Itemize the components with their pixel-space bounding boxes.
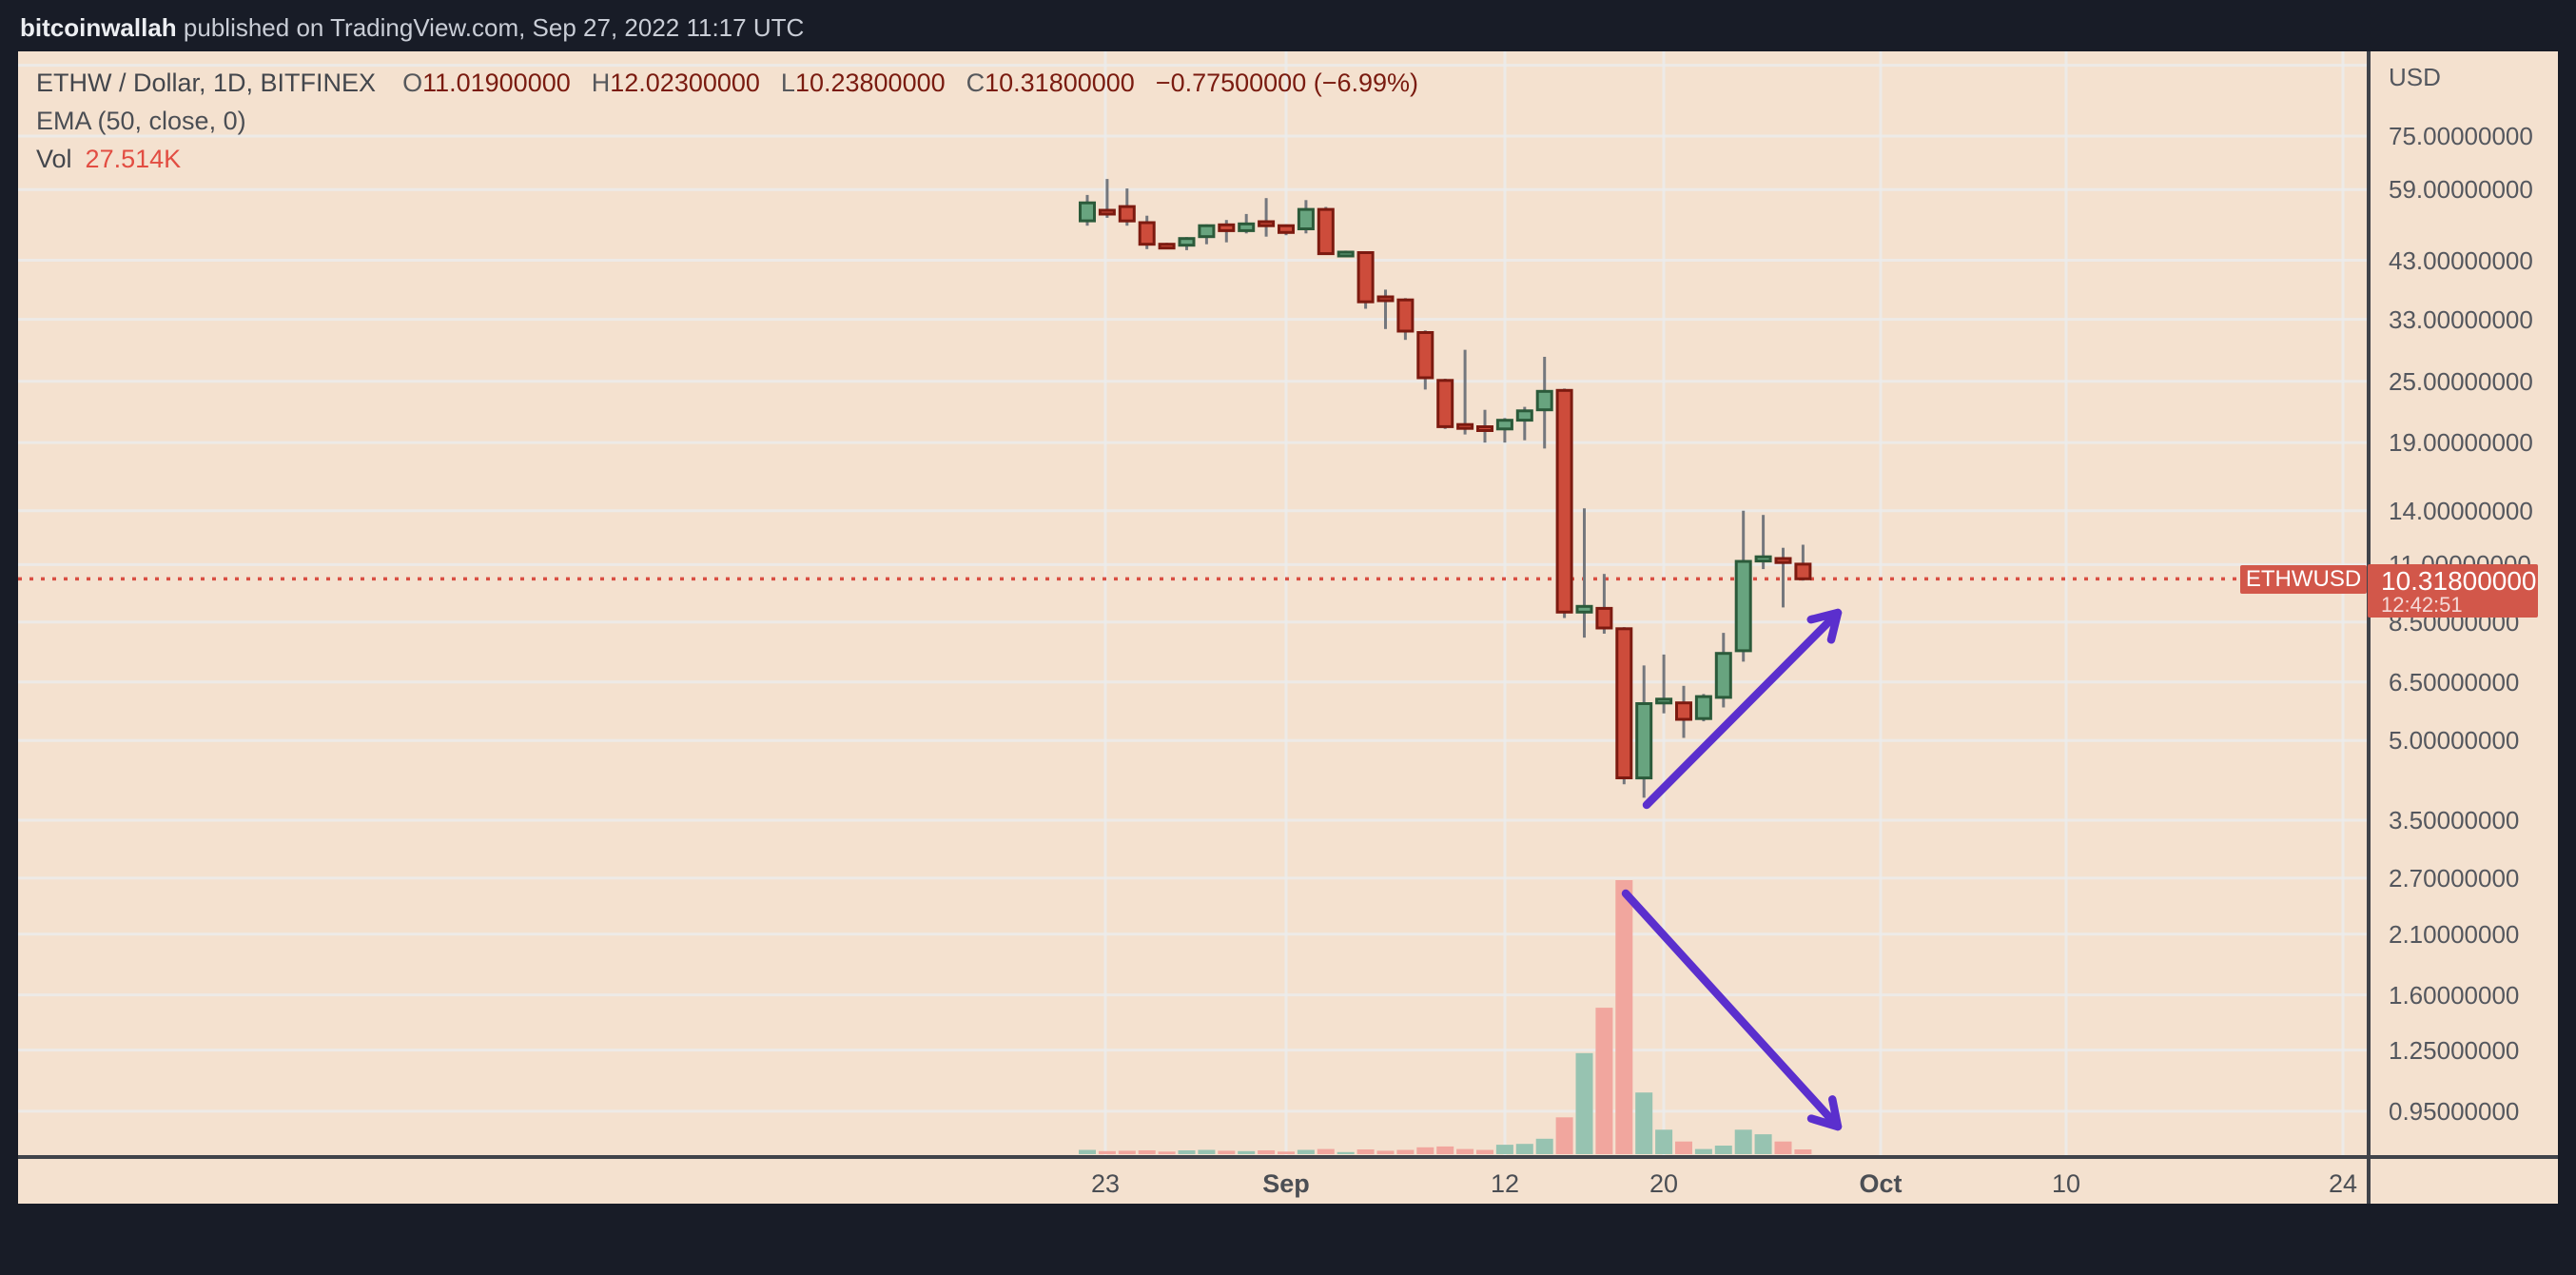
author-name: bitcoinwallah (20, 13, 177, 42)
time-tick-label: Sep (1262, 1169, 1310, 1198)
ohlc-value: 10.23800000 (794, 69, 946, 97)
symbol-title: ETHW / Dollar, 1D, BITFINEX (36, 69, 377, 97)
price-tick-label: 33.00000000 (2389, 305, 2533, 334)
publish-text: published on TradingView.com, Sep 27, 20… (176, 13, 805, 42)
price-tick-label: 2.70000000 (2389, 864, 2520, 892)
price-tick-label: 5.00000000 (2389, 726, 2520, 755)
trend-arrow (1642, 608, 1843, 810)
ohlc-key: H (591, 69, 611, 97)
chart-legend: ETHW / Dollar, 1D, BITFINEX O11.01900000 H… (36, 67, 1418, 181)
price-tick-label: 0.95000000 (2389, 1097, 2520, 1126)
last-price-value: 10.31800000 (2381, 566, 2537, 596)
price-tick-label: 19.00000000 (2389, 428, 2533, 457)
time-tick-label: 12 (1490, 1169, 1520, 1198)
price-tick-label: 3.50000000 (2389, 806, 2520, 834)
time-tick-label: 20 (1649, 1169, 1679, 1198)
ohlc-key: O (402, 69, 423, 97)
price-tick-label: 43.00000000 (2389, 246, 2533, 275)
price-tick-label: 25.00000000 (2389, 367, 2533, 396)
ohlc-key: L (780, 69, 795, 97)
price-tick-label: 75.00000000 (2389, 122, 2533, 150)
ohlc-value: 10.31800000 (985, 69, 1135, 97)
ohlc-value: 12.02300000 (610, 69, 760, 97)
price-axis-currency: USD (2389, 63, 2441, 91)
time-tick-label: Oct (1859, 1169, 1903, 1198)
price-tick-label: 14.00000000 (2389, 497, 2533, 525)
volume-label: Vol (36, 145, 72, 173)
price-tick-label: 1.60000000 (2389, 981, 2520, 1010)
price-tick-label: 6.50000000 (2389, 668, 2520, 696)
publish-info: bitcoinwallah published on TradingView.c… (20, 13, 804, 43)
footer-bar: TradingView (0, 1204, 2576, 1275)
volume-value: 27.514K (85, 145, 182, 173)
price-tick-label: 2.10000000 (2389, 920, 2520, 949)
ohlc-values: O11.01900000 H12.02300000 L10.23800000 C10.… (402, 69, 1156, 97)
price-tick-label: 59.00000000 (2389, 175, 2533, 204)
bar-countdown: 12:42:51 (2381, 593, 2463, 617)
time-tick-label: 24 (2328, 1169, 2358, 1198)
price-tick-label: 1.25000000 (2389, 1036, 2520, 1065)
symbol-price-tag: ETHWUSD (2240, 565, 2367, 594)
time-tick-label: 10 (2051, 1169, 2081, 1198)
change-value: −0.77500000 (−6.99%) (1155, 69, 1419, 97)
legend-volume-row: Vol 27.514K (36, 143, 1418, 181)
ema-label: EMA (50, close, 0) (36, 107, 246, 135)
time-tick-label: 23 (1090, 1169, 1121, 1198)
chart-panel (18, 51, 2558, 1204)
legend-ema-row: EMA (50, close, 0) (36, 105, 1418, 143)
trend-arrow (1621, 889, 1843, 1131)
last-price-tag: 10.31800000 12:42:51 (2368, 564, 2538, 618)
ohlc-value: 11.01900000 (422, 69, 571, 97)
ohlc-key: C (966, 69, 986, 97)
legend-symbol-row: ETHW / Dollar, 1D, BITFINEX O11.01900000 H… (36, 67, 1418, 105)
publish-header: bitcoinwallah published on TradingView.c… (0, 0, 2576, 51)
